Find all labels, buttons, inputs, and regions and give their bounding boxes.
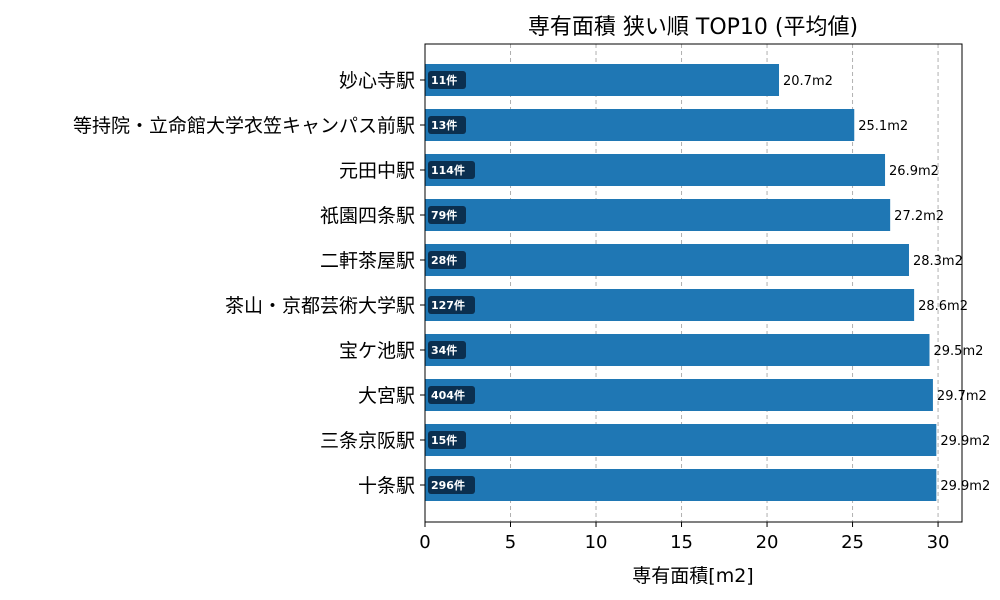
category-label: 茶山・京都芸術大学駅 bbox=[225, 295, 415, 317]
value-label: 25.1m2 bbox=[858, 119, 908, 134]
plot-frame bbox=[424, 43, 963, 523]
category-label: 大宮駅 bbox=[358, 385, 415, 407]
chart-title: 専有面積 狭い順 TOP10 (平均値) bbox=[528, 15, 858, 40]
x-tick-label: 10 bbox=[585, 532, 608, 553]
count-label: 11件 bbox=[431, 73, 457, 87]
bar bbox=[425, 469, 937, 501]
x-tick-label: 20 bbox=[756, 532, 779, 553]
value-label: 29.9m2 bbox=[940, 479, 990, 494]
value-label: 26.9m2 bbox=[889, 164, 939, 179]
category-label: 宝ケ池駅 bbox=[339, 340, 415, 362]
x-tick-label: 15 bbox=[670, 532, 693, 553]
value-label: 29.9m2 bbox=[940, 434, 990, 449]
count-label: 404件 bbox=[431, 388, 465, 402]
value-label: 28.6m2 bbox=[918, 299, 968, 314]
x-tick-label: 30 bbox=[927, 532, 950, 553]
category-label: 三条京阪駅 bbox=[320, 430, 415, 452]
bar bbox=[425, 64, 780, 96]
count-label: 114件 bbox=[431, 163, 465, 177]
bar bbox=[425, 109, 855, 141]
category-label: 十条駅 bbox=[358, 475, 415, 497]
count-label: 127件 bbox=[431, 298, 465, 312]
bar bbox=[425, 379, 933, 411]
count-badge bbox=[428, 386, 475, 404]
count-label: 79件 bbox=[431, 208, 457, 222]
x-axis: 0 5 10 15 20 25 30 bbox=[419, 522, 950, 553]
count-badge bbox=[428, 116, 466, 134]
x-tick-label: 0 bbox=[419, 532, 430, 553]
bar bbox=[425, 289, 915, 321]
category-label: 二軒茶屋駅 bbox=[320, 250, 415, 272]
count-label: 34件 bbox=[431, 343, 457, 357]
bar bbox=[425, 424, 937, 456]
bar bbox=[425, 154, 886, 186]
count-badge bbox=[428, 341, 466, 359]
category-label: 妙心寺駅 bbox=[339, 70, 415, 92]
count-label: 296件 bbox=[431, 478, 465, 492]
bar bbox=[425, 199, 891, 231]
value-label: 20.7m2 bbox=[783, 74, 833, 89]
bars: 11件 20.7m2 13件 25.1m2 114件 26.9m2 79件 27.2m2 28件… bbox=[425, 64, 990, 501]
count-label: 13件 bbox=[431, 118, 457, 132]
category-label: 等持院・立命館大学衣笠キャンパス前駅 bbox=[73, 115, 415, 137]
count-badge bbox=[428, 161, 475, 179]
count-label: 28件 bbox=[431, 253, 457, 267]
count-badge bbox=[428, 476, 475, 494]
x-tick-label: 5 bbox=[505, 532, 516, 553]
category-labels: 妙心寺駅等持院・立命館大学衣笠キャンパス前駅元田中駅祇園四条駅二軒茶屋駅茶山・京… bbox=[73, 70, 425, 497]
category-label: 元田中駅 bbox=[339, 160, 415, 182]
value-label: 29.5m2 bbox=[934, 344, 984, 359]
x-axis-label: 専有面積[m2] bbox=[632, 565, 753, 587]
count-badge bbox=[428, 296, 475, 314]
count-badge bbox=[428, 431, 466, 449]
bar bbox=[425, 244, 909, 276]
value-label: 28.3m2 bbox=[913, 254, 963, 269]
count-badge bbox=[428, 71, 466, 89]
count-badge bbox=[428, 206, 466, 224]
value-label: 27.2m2 bbox=[894, 209, 944, 224]
x-tick-label: 25 bbox=[841, 532, 864, 553]
category-label: 祇園四条駅 bbox=[320, 205, 415, 227]
count-badge bbox=[428, 251, 466, 269]
count-label: 15件 bbox=[431, 433, 457, 447]
bar bbox=[425, 334, 930, 366]
